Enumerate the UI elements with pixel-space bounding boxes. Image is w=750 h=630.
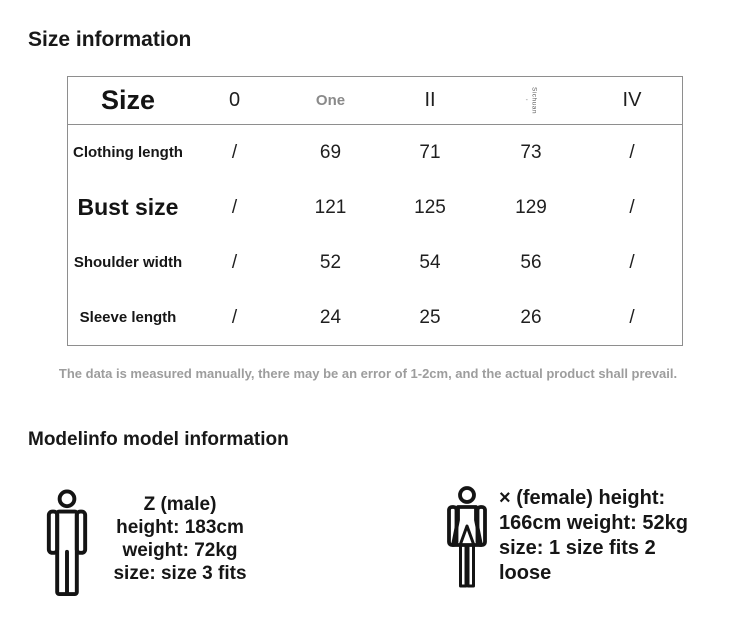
size-table-header-col-0: 0 [188, 77, 281, 125]
table-cell: / [629, 141, 635, 163]
table-cell: / [231, 196, 238, 218]
male-model-block: Z (male) height: 183cm weight: 72kg size… [44, 489, 264, 602]
table-cell: 24 [319, 306, 342, 328]
row-label-shoulder-width: Shoulder width [73, 254, 183, 271]
rotated-header-dash: - [525, 97, 528, 104]
row-label-clothing-length: Clothing length [73, 144, 183, 161]
male-info-line: size: size 3 fits [113, 563, 247, 584]
table-cell: 52 [319, 251, 342, 273]
female-info-line: 166cm weight: 52kg [499, 512, 688, 534]
table-cell: 73 [520, 141, 542, 163]
table-cell: / [629, 306, 635, 328]
size-table-header-col-ii: II [380, 77, 480, 125]
table-cell: / [629, 251, 635, 273]
table-cell: / [231, 306, 238, 328]
female-figure-icon [445, 486, 489, 595]
table-cell: / [629, 196, 635, 218]
female-info-line: × (female) height: [499, 487, 666, 509]
male-info-line: height: 183cm [116, 517, 244, 538]
male-info-line: weight: 72kg [122, 540, 238, 561]
table-cell: 125 [414, 196, 446, 218]
table-cell: 69 [319, 141, 342, 163]
size-table: Size 0 One II - Sichuan IV Clothing leng… [67, 76, 683, 346]
size-table-header-col-rotated: - Sichuan [480, 77, 582, 125]
male-figure-icon [44, 489, 90, 602]
table-cell: 129 [515, 196, 547, 218]
model-section-title: Modelinfo model information [28, 429, 289, 450]
row-label-sleeve-length: Sleeve length [79, 309, 177, 326]
table-cell: 25 [419, 306, 441, 328]
size-table-header-col-iv: IV [582, 77, 682, 125]
female-model-info: × (female) height: 166cm weight: 52kg si… [499, 486, 747, 586]
size-table-header-size: Size [68, 77, 188, 125]
size-section-title: Size information [28, 28, 192, 51]
male-info-line: Z (male) [143, 494, 217, 515]
table-cell: 71 [419, 141, 441, 163]
female-info-line: loose [499, 562, 552, 584]
female-model-block: × (female) height: 166cm weight: 52kg si… [445, 486, 747, 595]
table-cell: 121 [314, 196, 347, 218]
female-info-line: size: 1 size fits 2 [499, 537, 656, 559]
measurement-disclaimer: The data is measured manually, there may… [58, 366, 678, 381]
size-table-header-col-one: One [281, 77, 380, 125]
rotated-header-text: Sichuan [530, 87, 538, 114]
table-cell: / [231, 251, 238, 273]
table-cell: 26 [520, 306, 542, 328]
table-cell: 54 [419, 251, 441, 273]
male-model-info: Z (male) height: 183cm weight: 72kg size… [96, 489, 264, 585]
table-cell: 56 [520, 251, 542, 273]
row-label-bust-size: Bust size [77, 194, 179, 220]
table-cell: / [231, 141, 238, 163]
